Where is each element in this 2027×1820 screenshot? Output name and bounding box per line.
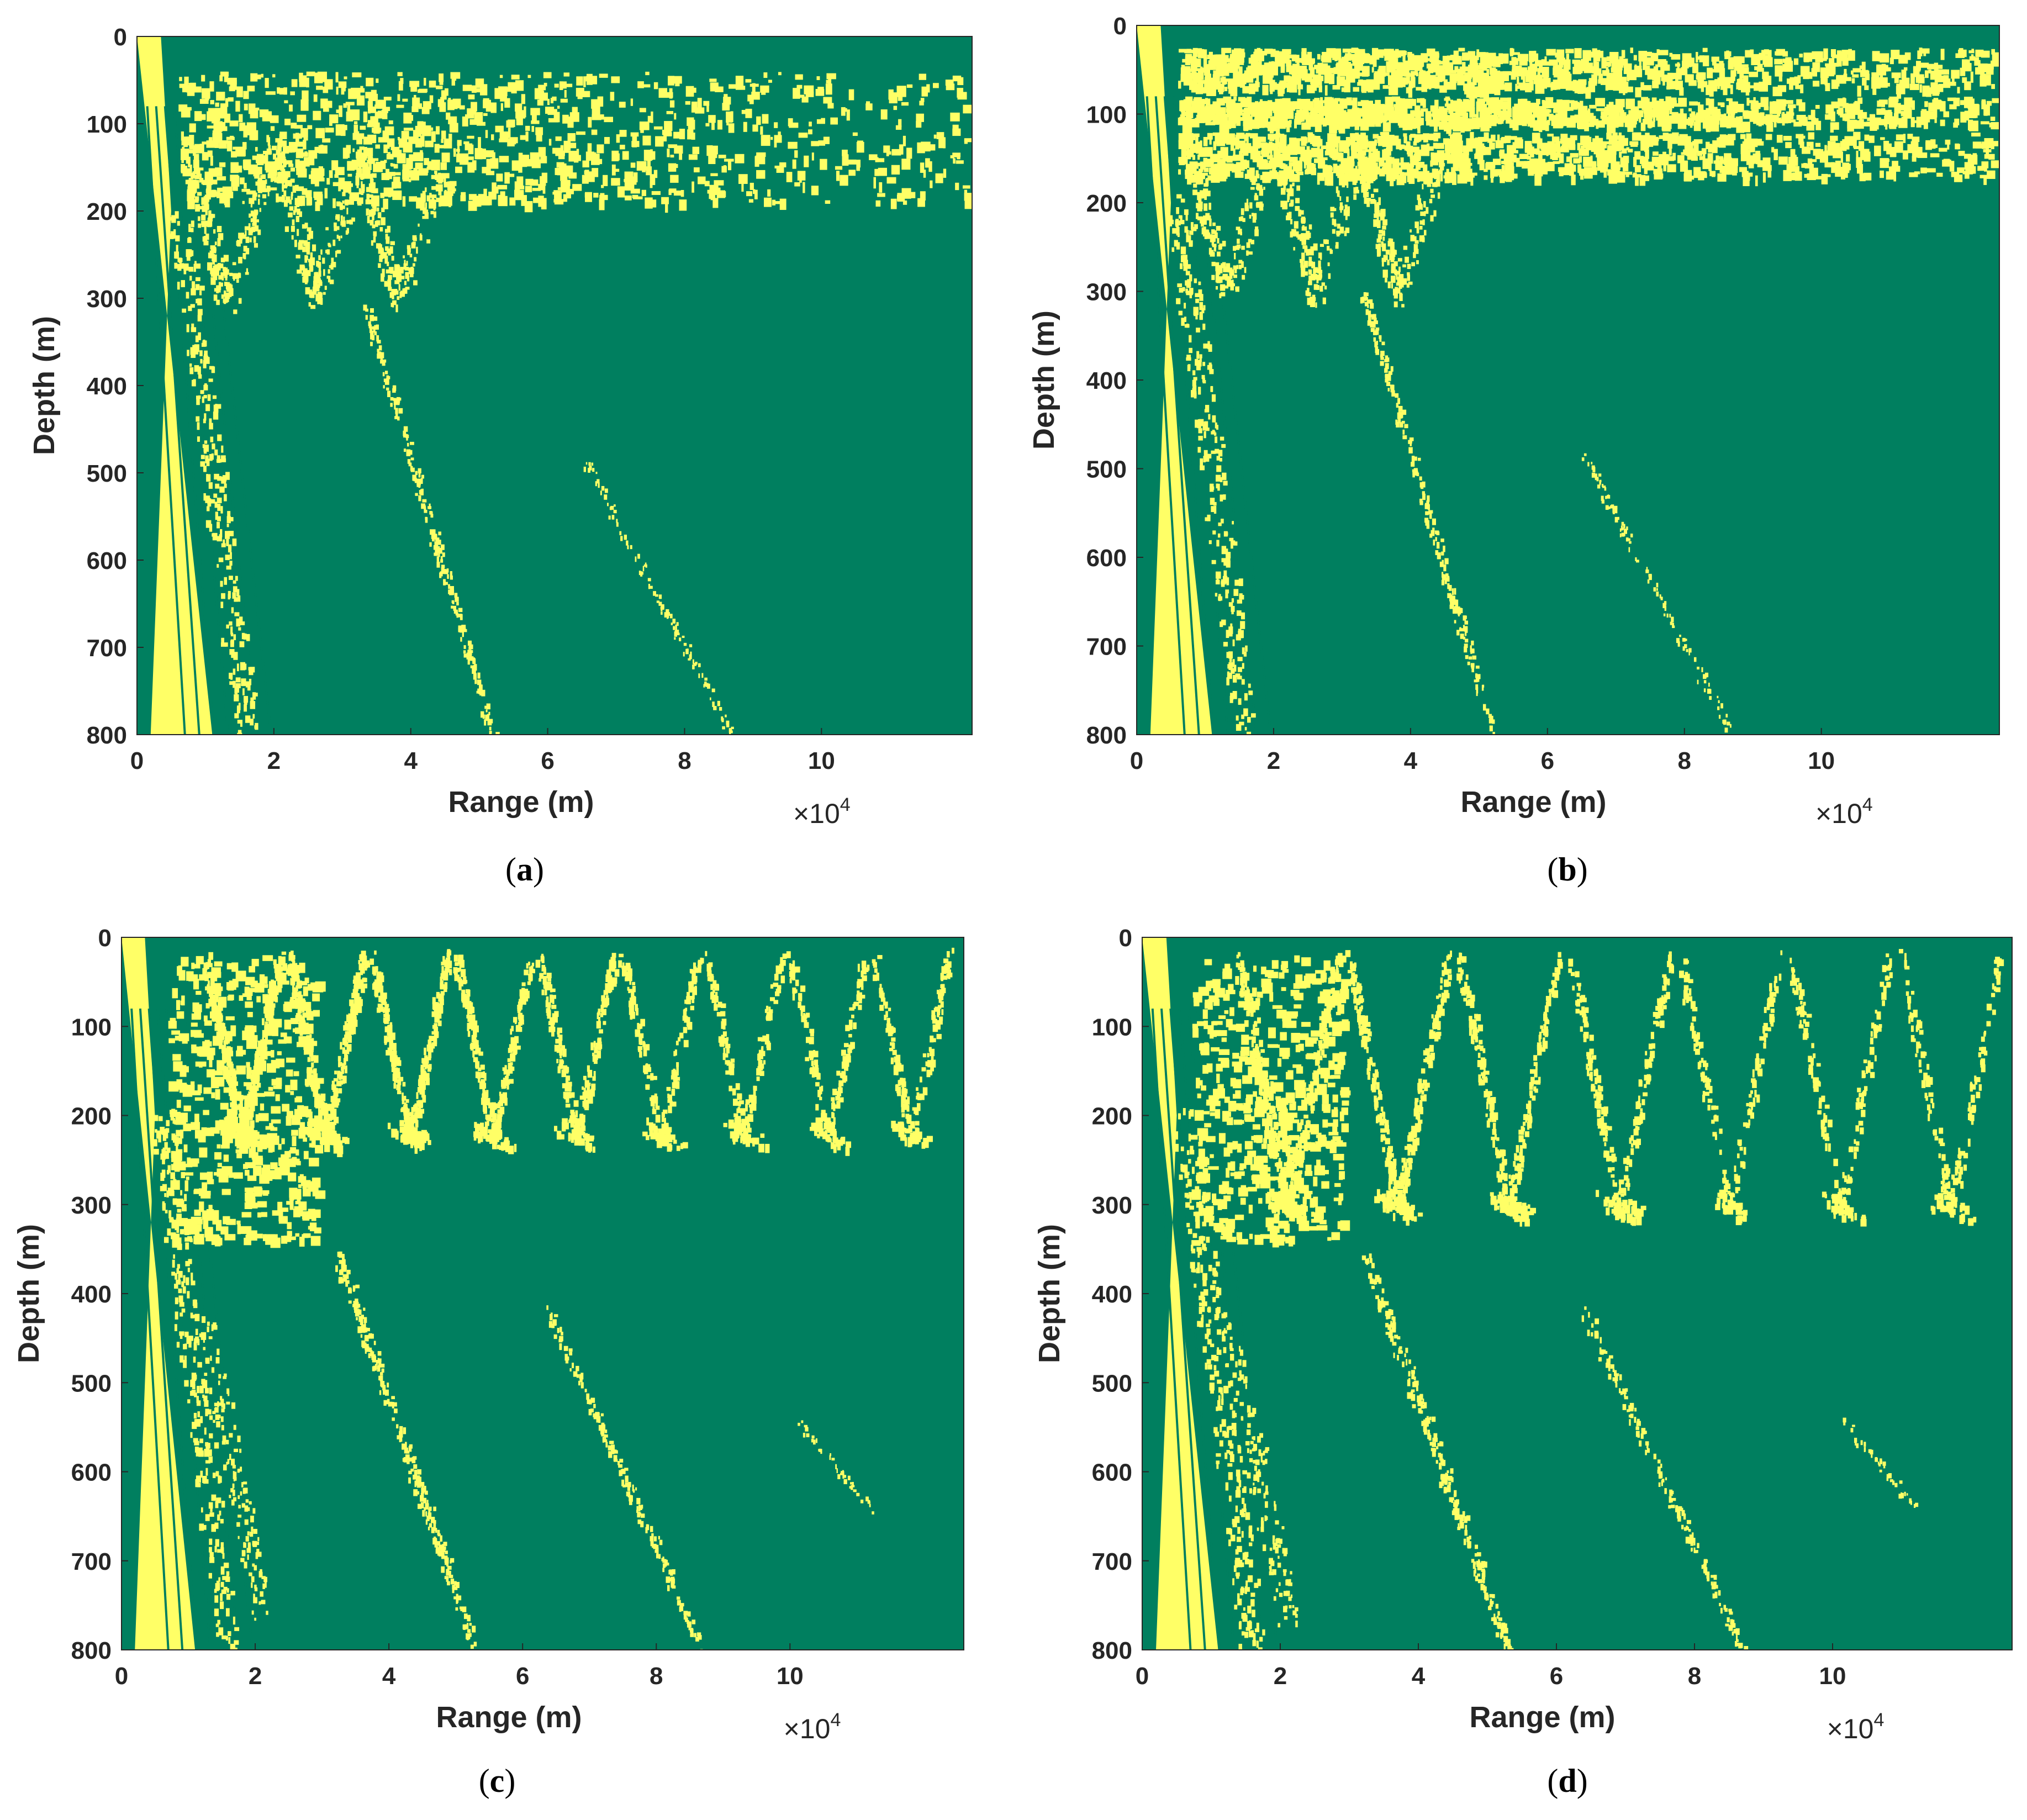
y-tick-label: 800 <box>1086 722 1127 749</box>
y-tick-label: 600 <box>71 1459 112 1486</box>
y-tick-label: 700 <box>87 635 127 662</box>
y-tick-label: 800 <box>71 1637 112 1664</box>
y-tick-label: 100 <box>1086 102 1127 129</box>
pattern-layer <box>137 36 972 735</box>
x-tick-label: 0 <box>115 1663 128 1690</box>
x-tick-label: 2 <box>267 747 281 774</box>
x-tick-label: 10 <box>808 747 835 774</box>
x-axis-title: Range (m) <box>436 1701 582 1734</box>
pattern-layer <box>1142 937 2004 1650</box>
x-tick-label: 6 <box>541 747 554 774</box>
x-tick-label: 0 <box>1136 1663 1149 1690</box>
y-tick-label: 500 <box>1092 1370 1132 1397</box>
x-tick-label: 8 <box>650 1663 663 1690</box>
y-tick-label: 300 <box>71 1192 112 1219</box>
panel-caption: (c) <box>478 1763 516 1799</box>
y-tick-label: 0 <box>1113 13 1127 40</box>
y-tick-label: 0 <box>98 925 112 952</box>
x-tick-label: 8 <box>678 747 691 774</box>
y-tick-label: 700 <box>1092 1548 1132 1575</box>
y-tick-label: 300 <box>87 286 127 313</box>
y-tick-label: 600 <box>87 547 127 574</box>
y-tick-label: 400 <box>1092 1281 1132 1308</box>
y-axis-title: Depth (m) <box>1027 310 1060 450</box>
x-tick-label: 2 <box>1274 1663 1287 1690</box>
x-tick-label: 10 <box>1819 1663 1846 1690</box>
x-tick-label: 6 <box>1550 1663 1563 1690</box>
y-tick-label: 600 <box>1086 545 1127 572</box>
x-tick-label: 4 <box>382 1663 396 1690</box>
pattern-layer <box>1137 25 1999 735</box>
x-tick-label: 4 <box>1404 747 1418 774</box>
y-tick-label: 500 <box>1086 456 1127 483</box>
x-tick-label: 2 <box>249 1663 262 1690</box>
y-axis-title: Depth (m) <box>1033 1224 1066 1363</box>
x-tick-label: 4 <box>404 747 418 774</box>
x-axis-title: Range (m) <box>1461 785 1607 819</box>
y-tick-label: 0 <box>1119 925 1132 952</box>
x-tick-label: 10 <box>1808 747 1835 774</box>
pattern-layer <box>122 937 954 1650</box>
y-tick-label: 100 <box>1092 1014 1132 1041</box>
x-axis-title: Range (m) <box>1469 1701 1615 1734</box>
x-tick-label: 6 <box>516 1663 529 1690</box>
x-axis-title: Range (m) <box>448 785 594 819</box>
y-tick-label: 200 <box>1086 190 1127 217</box>
x-tick-label: 8 <box>1678 747 1691 774</box>
y-tick-label: 300 <box>1086 279 1127 306</box>
y-tick-label: 400 <box>71 1281 112 1308</box>
y-tick-label: 100 <box>87 111 127 138</box>
panel-caption: (b) <box>1547 851 1588 888</box>
x-tick-label: 4 <box>1412 1663 1426 1690</box>
y-tick-label: 500 <box>71 1370 112 1397</box>
x-tick-label: 6 <box>1541 747 1554 774</box>
y-tick-label: 100 <box>71 1014 112 1041</box>
y-tick-label: 500 <box>87 460 127 487</box>
y-tick-label: 800 <box>1092 1637 1132 1664</box>
panel-caption: (a) <box>505 851 544 888</box>
y-tick-label: 700 <box>71 1548 112 1575</box>
y-tick-label: 600 <box>1092 1459 1132 1486</box>
y-tick-label: 0 <box>114 24 127 51</box>
x-tick-label: 10 <box>777 1663 804 1690</box>
x-axis-multiplier: ×104 <box>1827 1710 1885 1744</box>
y-tick-label: 800 <box>87 722 127 749</box>
x-tick-label: 0 <box>130 747 144 774</box>
y-tick-label: 300 <box>1092 1192 1132 1219</box>
x-tick-label: 8 <box>1688 1663 1701 1690</box>
y-tick-label: 700 <box>1086 634 1127 661</box>
y-tick-label: 200 <box>1092 1103 1132 1130</box>
x-tick-label: 0 <box>1130 747 1143 774</box>
y-axis-title: Depth (m) <box>12 1224 45 1363</box>
y-tick-label: 400 <box>1086 367 1127 394</box>
y-axis-title: Depth (m) <box>28 316 61 455</box>
panel-caption: (d) <box>1547 1763 1588 1799</box>
x-tick-label: 2 <box>1267 747 1280 774</box>
y-tick-label: 200 <box>87 198 127 225</box>
y-tick-label: 200 <box>71 1103 112 1130</box>
y-tick-label: 400 <box>87 373 127 400</box>
